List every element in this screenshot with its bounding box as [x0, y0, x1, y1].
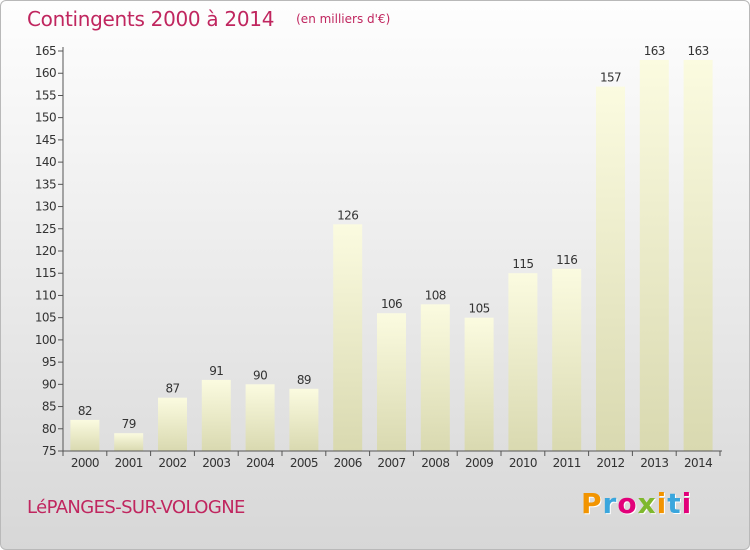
y-tick-label-115: 115	[35, 266, 56, 280]
value-label-2006: 126	[337, 208, 358, 222]
x-tick-label-2013: 2013	[640, 456, 668, 470]
logo-letter: P	[581, 487, 603, 520]
bar-2010	[508, 273, 538, 451]
bar-2005	[289, 388, 319, 451]
value-label-2013: 163	[644, 44, 665, 58]
y-tick-label-140: 140	[35, 155, 56, 169]
bar-2012	[596, 86, 625, 451]
bar-2003	[201, 379, 231, 451]
bar-2002	[158, 397, 187, 451]
y-tick-label-125: 125	[35, 222, 56, 236]
y-tick-label-165: 165	[35, 44, 56, 58]
value-label-2009: 105	[469, 302, 490, 316]
bar-2001	[114, 433, 144, 451]
bar-2006	[333, 224, 363, 451]
value-label-2010: 115	[512, 257, 533, 271]
x-tick-label-2007: 2007	[377, 456, 405, 470]
y-tick-label-95: 95	[42, 355, 56, 369]
x-tick-label-2005: 2005	[290, 456, 318, 470]
y-tick-label-105: 105	[35, 311, 56, 325]
x-tick-label-2009: 2009	[465, 456, 493, 470]
logo-letter: o	[617, 487, 638, 520]
logo-letter: i	[656, 487, 668, 520]
value-labels-layer: 82 79 87 91 90 89 126 106 108 105 115 116 157 163 163	[78, 44, 709, 431]
proxiti-logo[interactable]: Proxiti	[581, 487, 692, 520]
bar-2008	[420, 304, 450, 451]
x-tick-label-2014: 2014	[684, 456, 712, 470]
bar-2009	[464, 317, 494, 451]
y-tick-label-150: 150	[35, 111, 56, 125]
value-label-2001: 79	[122, 417, 136, 431]
value-label-2002: 87	[165, 382, 179, 396]
x-axis: 2000 2001 2002 2003 2004 2005 2006 2007 2008 2009…	[62, 450, 722, 470]
x-tick-label-2004: 2004	[246, 456, 274, 470]
value-label-2003: 91	[209, 364, 223, 378]
bar-2004	[245, 384, 275, 451]
y-tick-label-130: 130	[35, 200, 56, 214]
y-tick-label-155: 155	[35, 88, 56, 102]
location-name: LéPANGES-SUR-VOLOGNE	[27, 497, 245, 518]
y-tick-label-90: 90	[42, 377, 56, 391]
value-label-2004: 90	[253, 368, 267, 382]
bars-layer	[70, 59, 713, 452]
chart-title: Contingents 2000 à 2014	[27, 7, 275, 31]
logo-letter: x	[637, 487, 657, 520]
y-tick-label-75: 75	[42, 444, 56, 458]
x-tick-label-2008: 2008	[421, 456, 449, 470]
x-tick-label-2010: 2010	[509, 456, 537, 470]
bar-2013	[639, 59, 669, 452]
value-label-2014: 163	[688, 44, 709, 58]
bar-2000	[70, 419, 100, 451]
logo-letter: i	[681, 487, 693, 520]
y-tick-label-160: 160	[35, 66, 56, 80]
x-tick-label-2012: 2012	[596, 456, 624, 470]
title-row: Contingents 2000 à 2014 (en milliers d'€…	[27, 7, 390, 31]
y-tick-label-135: 135	[35, 177, 56, 191]
value-label-2000: 82	[78, 404, 92, 418]
bar-2011	[552, 268, 582, 451]
chart-subtitle: (en milliers d'€)	[296, 12, 391, 26]
y-tick-label-85: 85	[42, 400, 56, 414]
x-tick-label-2002: 2002	[158, 456, 186, 470]
x-tick-label-2000: 2000	[71, 456, 99, 470]
y-tick-label-145: 145	[35, 133, 56, 147]
logo-letter: t	[667, 487, 682, 520]
y-tick-label-80: 80	[42, 422, 56, 436]
value-label-2005: 89	[297, 373, 311, 387]
logo-letter: r	[602, 487, 618, 520]
value-label-2011: 116	[556, 253, 577, 267]
x-tick-label-2001: 2001	[115, 456, 143, 470]
x-tick-label-2006: 2006	[334, 456, 362, 470]
value-label-2008: 108	[425, 288, 446, 302]
x-tick-label-2003: 2003	[202, 456, 230, 470]
bar-2007	[377, 313, 406, 451]
x-tick-label-2011: 2011	[553, 456, 581, 470]
value-label-2012: 157	[600, 71, 621, 85]
y-axis: 75 80 85 90 95 100 105 110 115 120 125 130 135 140 145…	[35, 44, 64, 458]
value-label-2007: 106	[381, 297, 402, 311]
y-tick-label-110: 110	[35, 288, 56, 302]
bar-2014	[683, 59, 713, 452]
y-tick-label-100: 100	[35, 333, 56, 347]
y-tick-label-120: 120	[35, 244, 56, 258]
